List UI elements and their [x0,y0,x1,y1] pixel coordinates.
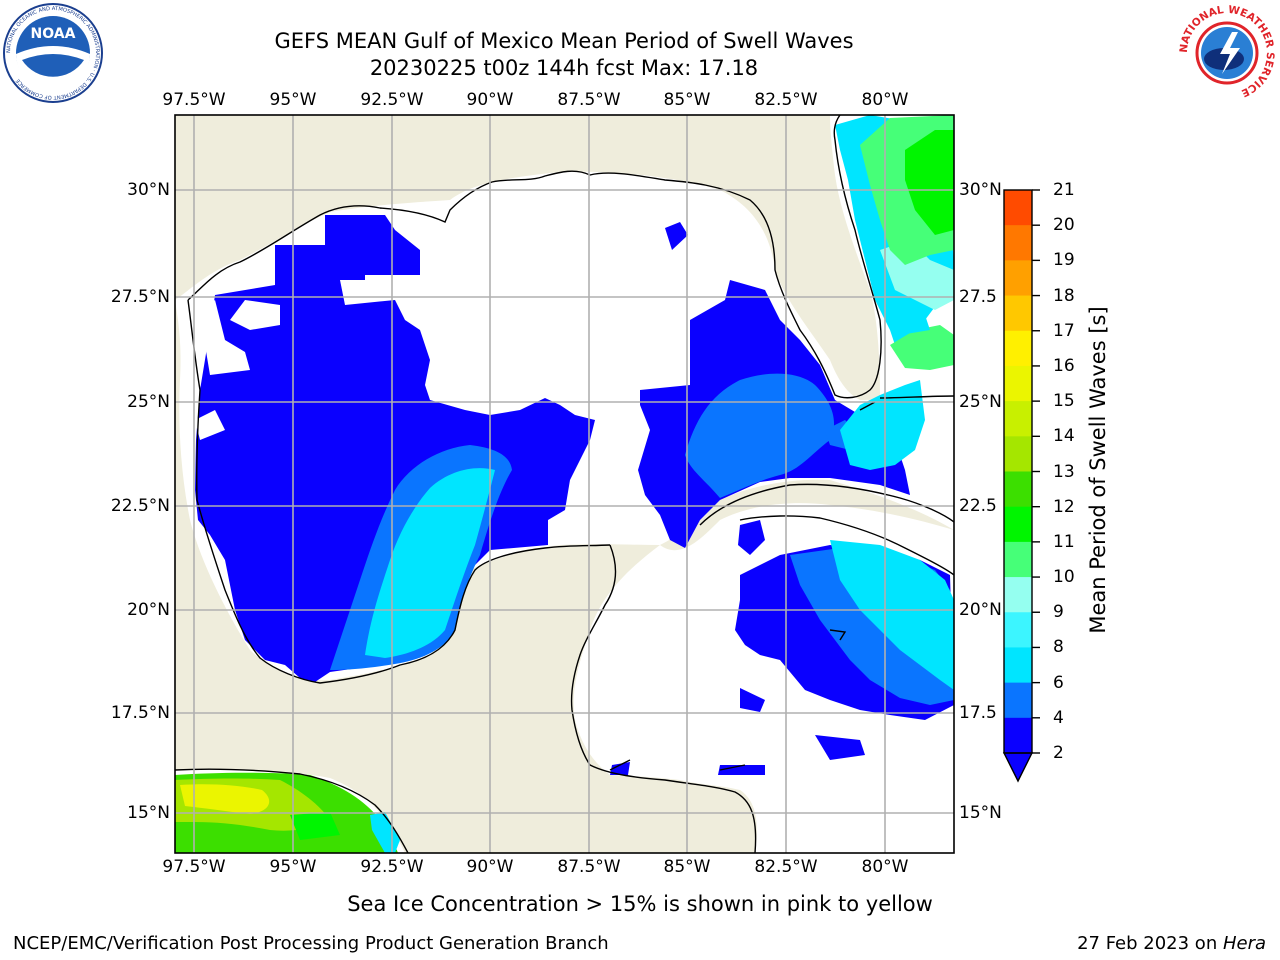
colorbar-segment [1004,190,1032,226]
colorbar-tick-label: 12 [1053,496,1075,517]
colorbar-tick-label: 11 [1053,531,1075,552]
colorbar-segment [1004,225,1032,261]
swell-fill-2-4 [815,735,865,760]
colorbar-tick-label: 8 [1053,637,1064,658]
colorbar [1002,189,1040,783]
lon-label-bottom: 80°W [861,857,909,877]
colorbar-segment [1004,577,1032,613]
lat-label-right: 22.5 [959,496,997,516]
host-name: Hera [1222,933,1266,954]
colorbar-segment [1004,717,1032,754]
colorbar-tick-label: 6 [1053,672,1064,693]
colorbar-segment [1004,541,1032,578]
colorbar-segment [1004,330,1032,367]
lon-label-top: 95°W [269,90,317,110]
colorbar-segment [1004,365,1032,402]
colorbar-segment [1004,260,1032,297]
graticule [175,115,954,853]
swell-fill-14-15 [180,784,270,814]
lat-label-left: 30°N [127,180,170,200]
lon-label-bottom: 90°W [466,857,514,877]
noaa-logo: NOAA NATIONAL OCEANIC AND ATMOSPHERIC AD… [3,3,103,103]
colorbar-tick-label: 16 [1053,355,1075,376]
lon-label-top: 90°W [466,90,514,110]
map-frame [174,114,955,854]
colorbar-segment [1004,471,1032,508]
lon-label-bottom: 92.5°W [360,857,424,877]
lat-label-right: 27.5 [959,287,997,307]
colorbar-tick-label: 10 [1053,567,1075,588]
colorbar-tick-label: 2 [1053,743,1064,763]
colorbar-segment [1004,295,1032,332]
lat-label-left: 25°N [127,392,170,412]
colorbar-tick-label: 9 [1053,602,1064,623]
plot-subtitle: 20230225 t00z 144h fcst Max: 17.18 [369,56,759,80]
swell-fill-6-8 [830,540,954,690]
lon-label-bottom: 85°W [663,857,711,877]
colorbar-extend-triangle [1002,752,1034,783]
swell-fill-2-4 [610,762,630,775]
credit-text: NCEP/EMC/Verification Post Processing Pr… [13,933,609,954]
colorbar-label: Mean Period of Swell Waves [s] [1086,306,1110,634]
swell-fill-10-11 [290,812,340,840]
colorbar-tick-label: 13 [1053,461,1075,482]
lon-label-top: 82.5°W [754,90,818,110]
swell-fill-4-6 [685,373,835,498]
map-canvas [175,115,954,853]
lat-label-left: 27.5°N [110,287,170,307]
date-text: 27 Feb 2023 on [1077,933,1223,954]
colorbar-tick-label: 15 [1053,391,1075,412]
lat-label-left: 22.5°N [110,496,170,516]
lon-label-top: 92.5°W [360,90,424,110]
colorbar-segment [1004,401,1032,437]
colorbar-tick-label: 14 [1053,426,1075,447]
lat-label-right: 30°N [959,180,1002,200]
swell-fill-2-4 [665,222,688,250]
swell-fill-2-4 [718,765,765,775]
lon-label-top: 87.5°W [557,90,621,110]
no-data-patch [203,300,250,375]
lon-label-top: 85°W [663,90,711,110]
sea-ice-note: Sea Ice Concentration > 15% is shown in … [347,892,933,916]
colorbar-tick-label: 18 [1053,285,1075,306]
noaa-logo-text: NOAA [31,26,76,42]
lat-label-right: 15°N [959,803,1002,823]
colorbar-segment [1004,506,1032,543]
swell-fill-6-8 [895,310,930,335]
lon-label-bottom: 87.5°W [557,857,621,877]
lon-label-bottom: 82.5°W [754,857,818,877]
colorbar-tick-label: 17 [1053,320,1075,341]
swell-fill-2-4 [738,520,765,555]
colorbar-segment [1004,682,1032,719]
lon-label-top: 97.5°W [162,90,226,110]
colorbar-tick-label: 4 [1053,707,1064,728]
colorbar-tick-label: 19 [1053,250,1075,271]
swell-fill-9-10 [890,325,954,370]
colorbar-tick-label: 21 [1053,180,1075,200]
lon-label-top: 80°W [861,90,909,110]
date-stamp: 27 Feb 2023 on Hera [1077,933,1266,955]
lon-label-bottom: 95°W [269,857,317,877]
lon-label-bottom: 97.5°W [162,857,226,877]
colorbar-segment [1004,612,1032,648]
no-data-patch [195,410,225,440]
coastline [175,115,954,853]
lat-label-right: 17.5 [959,703,997,723]
swell-fill-2-4 [740,688,765,712]
lat-label-right: 25°N [959,392,1002,412]
colorbar-tick-label: 20 [1053,215,1075,236]
no-data-patch [340,280,395,305]
lat-label-right: 20°N [959,600,1002,620]
lat-label-left: 15°N [127,803,170,823]
lat-label-left: 20°N [127,600,170,620]
lat-label-left: 17.5°N [110,703,170,723]
nws-logo: NATIONAL WEATHER SERVICE [1178,4,1276,101]
no-data-patch [230,300,280,330]
swell-fill-2-4 [195,215,595,682]
plot-title: GEFS MEAN Gulf of Mexico Mean Period of … [274,29,854,53]
colorbar-segment [1004,436,1032,472]
swell-fill-10-11 [905,130,954,235]
colorbar-segment [1004,647,1032,684]
